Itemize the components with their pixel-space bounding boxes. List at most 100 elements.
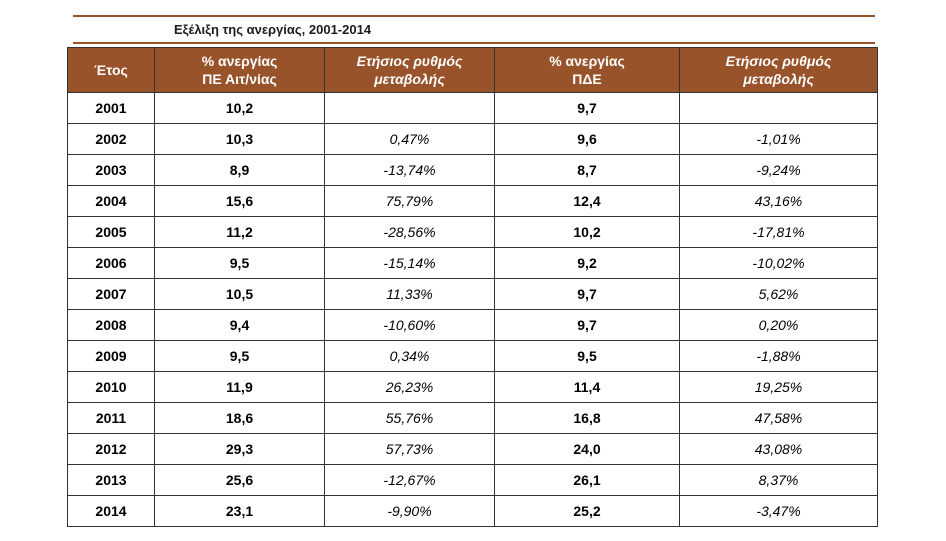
year-cell: 2007 (67, 278, 155, 310)
header-unemployment-pe: % ανεργίας ΠΕ Αιτ/νίας (154, 47, 325, 93)
rate-pde-cell: 5,62% (679, 278, 878, 310)
rate-pde-cell: 0,20% (679, 309, 878, 341)
unemployment-pe-cell: 10,5 (154, 278, 325, 310)
table-row: 2014 23,1 -9,90% 25,2 -3,47% (67, 495, 878, 527)
unemployment-pde-cell: 9,7 (494, 278, 680, 310)
table-row: 2002 10,3 0,47% 9,6 -1,01% (67, 123, 878, 155)
rate-pde-cell: 47,58% (679, 402, 878, 434)
year-cell: 2003 (67, 154, 155, 186)
unemployment-pde-cell: 10,2 (494, 216, 680, 248)
rate-pe-cell: -9,90% (324, 495, 495, 527)
table-header-row: Έτος % ανεργίας ΠΕ Αιτ/νίας Ετήσιος ρυθμ… (67, 47, 878, 93)
header-line: ΠΕ Αιτ/νίας (202, 71, 277, 87)
unemployment-pe-cell: 9,5 (154, 247, 325, 279)
rate-pe-cell: 55,76% (324, 402, 495, 434)
header-rate-pde: Ετήσιος ρυθμός μεταβολής (679, 47, 878, 93)
rate-pde-cell: -1,01% (679, 123, 878, 155)
rate-pe-cell: -13,74% (324, 154, 495, 186)
rate-pde-cell: -3,47% (679, 495, 878, 527)
table-row: 2011 18,6 55,76% 16,8 47,58% (67, 402, 878, 434)
header-line: % ανεργίας (201, 53, 278, 69)
year-cell: 2010 (67, 371, 155, 403)
rate-pde-cell: -9,24% (679, 154, 878, 186)
unemployment-pde-cell: 24,0 (494, 433, 680, 465)
year-cell: 2012 (67, 433, 155, 465)
header-unemployment-pde: % ανεργίας ΠΔΕ (494, 47, 680, 93)
unemployment-pe-cell: 11,2 (154, 216, 325, 248)
rate-pde-cell: -10,02% (679, 247, 878, 279)
unemployment-pde-cell: 9,7 (494, 92, 680, 124)
rate-pe-cell: 75,79% (324, 185, 495, 217)
table-row: 2004 15,6 75,79% 12,4 43,16% (67, 185, 878, 217)
year-cell: 2014 (67, 495, 155, 527)
unemployment-pe-cell: 9,5 (154, 340, 325, 372)
header-line: Ετήσιος ρυθμός (725, 53, 832, 69)
unemployment-pde-cell: 9,6 (494, 123, 680, 155)
rate-pe-cell: -15,14% (324, 247, 495, 279)
rate-pe-cell: 11,33% (324, 278, 495, 310)
header-line: ΠΔΕ (572, 71, 602, 87)
year-cell: 2008 (67, 309, 155, 341)
year-cell: 2011 (67, 402, 155, 434)
table-row: 2008 9,4 -10,60% 9,7 0,20% (67, 309, 878, 341)
unemployment-pde-cell: 12,4 (494, 185, 680, 217)
year-cell: 2009 (67, 340, 155, 372)
table-row: 2006 9,5 -15,14% 9,2 -10,02% (67, 247, 878, 279)
table-row: 2013 25,6 -12,67% 26,1 8,37% (67, 464, 878, 496)
rate-pe-cell: -10,60% (324, 309, 495, 341)
unemployment-pde-cell: 9,5 (494, 340, 680, 372)
title-bottom-rule (73, 42, 875, 44)
rate-pde-cell: 43,08% (679, 433, 878, 465)
year-cell: 2004 (67, 185, 155, 217)
year-cell: 2002 (67, 123, 155, 155)
rate-pe-cell: 0,47% (324, 123, 495, 155)
rate-pde-cell: 19,25% (679, 371, 878, 403)
rate-pde-cell: 43,16% (679, 185, 878, 217)
year-cell: 2005 (67, 216, 155, 248)
header-line: μεταβολής (743, 71, 814, 87)
year-cell: 2006 (67, 247, 155, 279)
unemployment-pe-cell: 8,9 (154, 154, 325, 186)
unemployment-pe-cell: 25,6 (154, 464, 325, 496)
unemployment-pde-cell: 8,7 (494, 154, 680, 186)
table-row: 2009 9,5 0,34% 9,5 -1,88% (67, 340, 878, 372)
table-row: 2003 8,9 -13,74% 8,7 -9,24% (67, 154, 878, 186)
table-row: 2005 11,2 -28,56% 10,2 -17,81% (67, 216, 878, 248)
header-year: Έτος (67, 47, 155, 93)
unemployment-pe-cell: 23,1 (154, 495, 325, 527)
header-rate-pe: Ετήσιος ρυθμός μεταβολής (324, 47, 495, 93)
unemployment-pe-cell: 9,4 (154, 309, 325, 341)
header-line: μεταβολής (374, 71, 445, 87)
rate-pe-cell (324, 92, 495, 124)
rate-pde-cell (679, 92, 878, 124)
year-cell: 2001 (67, 92, 155, 124)
header-line: % ανεργίας (549, 53, 625, 69)
rate-pde-cell: -1,88% (679, 340, 878, 372)
rate-pe-cell: -28,56% (324, 216, 495, 248)
unemployment-pde-cell: 16,8 (494, 402, 680, 434)
unemployment-table: Έτος % ανεργίας ΠΕ Αιτ/νίας Ετήσιος ρυθμ… (67, 47, 878, 527)
unemployment-pde-cell: 26,1 (494, 464, 680, 496)
unemployment-pde-cell: 25,2 (494, 495, 680, 527)
header-line: Ετήσιος ρυθμός (356, 53, 463, 69)
table-row: 2001 10,2 9,7 (67, 92, 878, 124)
unemployment-pde-cell: 9,7 (494, 309, 680, 341)
rate-pde-cell: -17,81% (679, 216, 878, 248)
rate-pe-cell: 26,23% (324, 371, 495, 403)
unemployment-pe-cell: 11,9 (154, 371, 325, 403)
table-title: Εξέλιξη της ανεργίας, 2001-2014 (174, 22, 372, 37)
table-row: 2010 11,9 26,23% 11,4 19,25% (67, 371, 878, 403)
rate-pe-cell: 0,34% (324, 340, 495, 372)
title-top-rule (73, 15, 875, 17)
unemployment-pe-cell: 10,3 (154, 123, 325, 155)
table-row: 2012 29,3 57,73% 24,0 43,08% (67, 433, 878, 465)
year-cell: 2013 (67, 464, 155, 496)
unemployment-pe-cell: 10,2 (154, 92, 325, 124)
unemployment-pe-cell: 29,3 (154, 433, 325, 465)
table-row: 2007 10,5 11,33% 9,7 5,62% (67, 278, 878, 310)
rate-pe-cell: 57,73% (324, 433, 495, 465)
unemployment-pde-cell: 11,4 (494, 371, 680, 403)
unemployment-pe-cell: 18,6 (154, 402, 325, 434)
unemployment-pde-cell: 9,2 (494, 247, 680, 279)
rate-pde-cell: 8,37% (679, 464, 878, 496)
